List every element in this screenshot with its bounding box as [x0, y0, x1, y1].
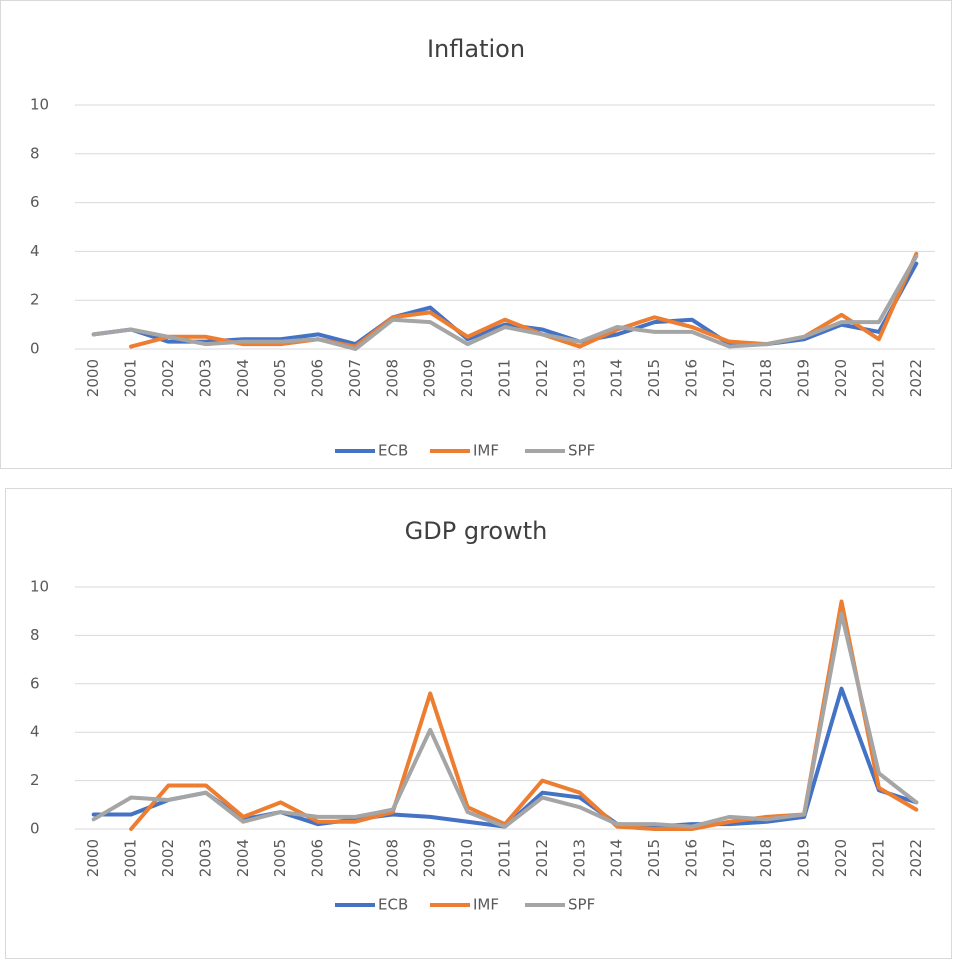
x-tick-label: 2000: [84, 839, 102, 877]
x-tick-label: 2007: [346, 839, 364, 877]
x-tick-label: 2009: [421, 839, 439, 877]
x-tick-label: 2012: [533, 359, 551, 397]
x-tick-label: 2005: [271, 839, 289, 877]
x-tick-label: 2004: [234, 839, 252, 877]
legend-label: IMF: [473, 896, 499, 914]
chart-frame: [0, 0, 952, 469]
x-tick-label: 2013: [570, 359, 588, 397]
x-tick-label: 2020: [832, 359, 850, 397]
y-tick-label: 2: [30, 291, 40, 309]
x-tick-label: 2008: [383, 359, 401, 397]
x-tick-label: 2020: [832, 839, 850, 877]
chart-frame: [5, 488, 952, 959]
x-tick-label: 2018: [757, 839, 775, 877]
x-tick-label: 2022: [907, 839, 925, 877]
x-tick-label: 2012: [533, 839, 551, 877]
x-tick-label: 2018: [757, 359, 775, 397]
x-tick-label: 2002: [159, 359, 177, 397]
x-tick-label: 2014: [608, 839, 626, 877]
y-tick-label: 6: [30, 193, 40, 211]
legend-label: SPF: [568, 442, 595, 460]
x-tick-label: 2010: [458, 839, 476, 877]
x-tick-label: 2001: [122, 359, 140, 397]
x-tick-label: 2016: [682, 359, 700, 397]
x-tick-label: 2000: [84, 359, 102, 397]
y-tick-label: 8: [30, 144, 40, 162]
y-tick-label: 10: [30, 578, 49, 596]
x-tick-label: 2014: [608, 359, 626, 397]
x-tick-label: 2019: [795, 359, 813, 397]
x-tick-label: 2021: [869, 359, 887, 397]
x-tick-label: 2011: [496, 839, 514, 877]
x-tick-label: 2015: [645, 839, 663, 877]
x-tick-label: 2019: [795, 839, 813, 877]
x-tick-label: 2001: [122, 839, 140, 877]
chart-title: Inflation: [427, 35, 525, 63]
legend-label: ECB: [378, 442, 408, 460]
x-tick-label: 2022: [907, 359, 925, 397]
x-tick-label: 2003: [196, 839, 214, 877]
y-tick-label: 4: [30, 723, 40, 741]
x-tick-label: 2004: [234, 359, 252, 397]
chart-title: GDP growth: [405, 517, 548, 545]
x-tick-label: 2007: [346, 359, 364, 397]
y-tick-label: 0: [30, 340, 40, 358]
x-tick-label: 2021: [869, 839, 887, 877]
y-tick-label: 6: [30, 674, 40, 692]
x-tick-label: 2006: [309, 359, 327, 397]
x-tick-label: 2016: [682, 839, 700, 877]
x-tick-label: 2011: [496, 359, 514, 397]
x-tick-label: 2006: [309, 839, 327, 877]
x-tick-label: 2005: [271, 359, 289, 397]
x-tick-label: 2015: [645, 359, 663, 397]
legend-label: SPF: [568, 896, 595, 914]
legend-label: ECB: [378, 896, 408, 914]
x-tick-label: 2013: [570, 839, 588, 877]
series-line: [91, 611, 919, 829]
x-tick-label: 2010: [458, 359, 476, 397]
x-tick-label: 2009: [421, 359, 439, 397]
y-tick-label: 0: [30, 820, 40, 838]
y-tick-label: 8: [30, 626, 40, 644]
y-tick-label: 2: [30, 771, 40, 789]
x-tick-label: 2003: [196, 359, 214, 397]
y-tick-label: 10: [30, 96, 49, 114]
y-tick-label: 4: [30, 242, 40, 260]
series-line: [91, 254, 919, 351]
x-tick-label: 2002: [159, 839, 177, 877]
x-tick-label: 2008: [383, 839, 401, 877]
x-tick-label: 2017: [720, 839, 738, 877]
x-tick-label: 2017: [720, 359, 738, 397]
legend-label: IMF: [473, 442, 499, 460]
